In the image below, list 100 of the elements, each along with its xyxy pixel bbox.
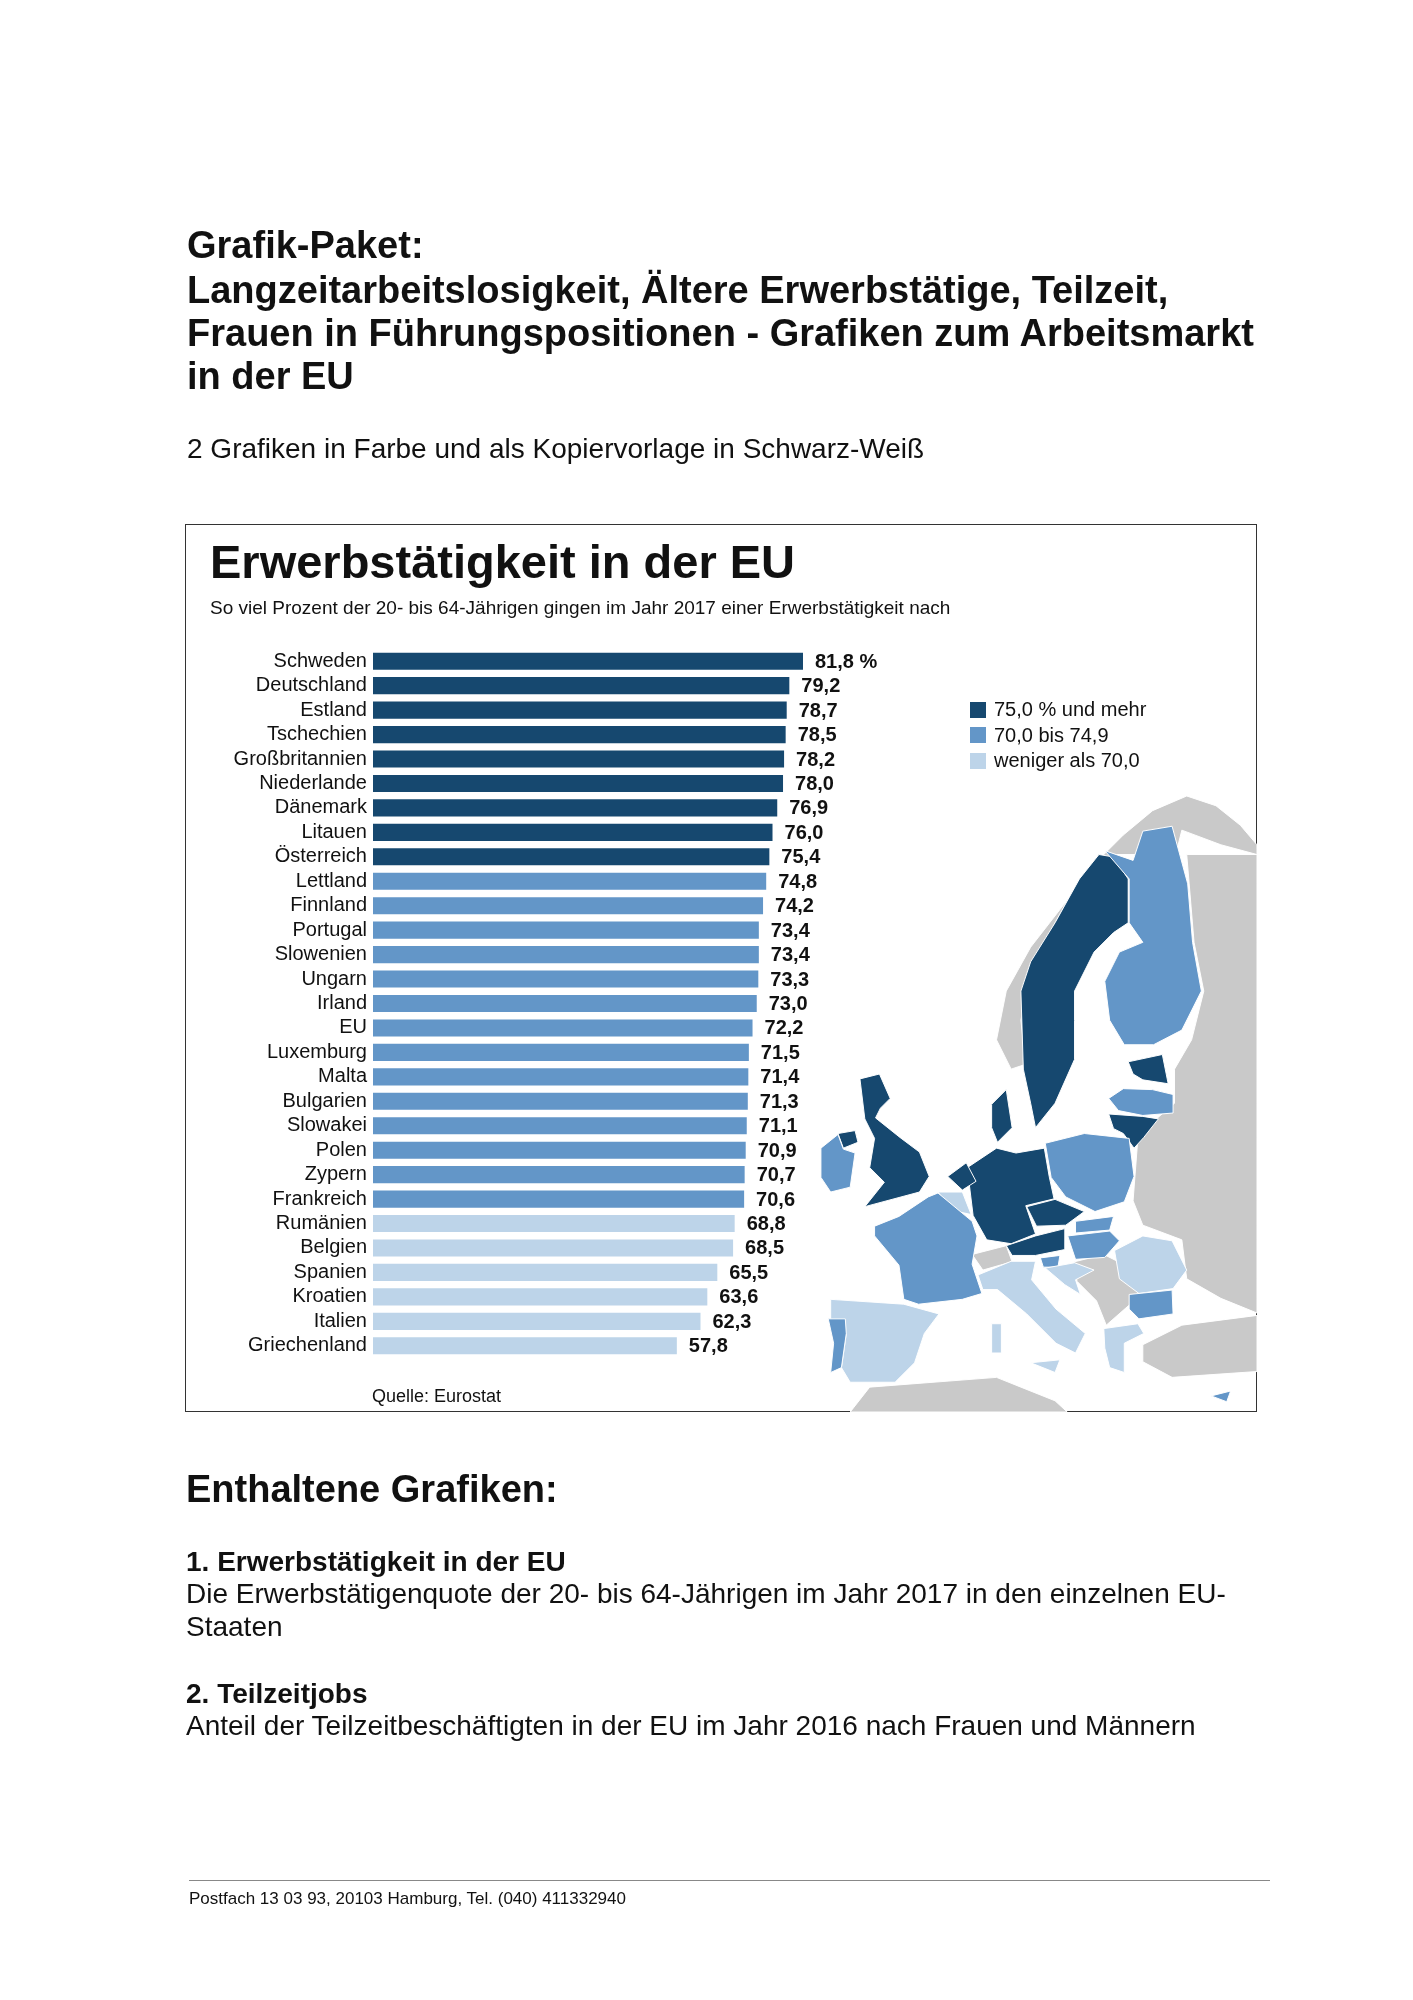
y-tick-label: EU	[339, 1015, 367, 1038]
text: 1. Erwerbstätigkeit in der EU	[186, 1545, 567, 1578]
y-tick-label: Belgien	[300, 1235, 367, 1258]
bar	[373, 1190, 745, 1208]
y-tick-label: Ungarn	[301, 966, 367, 989]
data-label: 78,5	[797, 723, 837, 746]
source-note: Quelle: Eurostat	[372, 1386, 503, 1406]
bar	[373, 799, 778, 817]
bar	[373, 1141, 746, 1159]
bar	[373, 1337, 677, 1355]
bar	[373, 1214, 735, 1233]
data-label: 63,6	[719, 1285, 759, 1308]
legend-label: weniger als 70,0	[994, 749, 1140, 773]
y-tick-label: Rumänien	[275, 1211, 367, 1234]
bar	[373, 1263, 718, 1281]
data-label: 57,8	[688, 1334, 728, 1357]
bar	[373, 1312, 701, 1330]
data-label: 72,2	[764, 1016, 804, 1039]
data-label: 73,3	[770, 967, 810, 990]
bar	[373, 701, 787, 719]
y-tick-label: Griechenland	[248, 1333, 367, 1356]
data-label: 71,1	[758, 1114, 798, 1137]
chart-title: Erwerbstätigkeit in der EU	[210, 535, 796, 589]
chart-subtitle: So viel Prozent der 20- bis 64-Jährigen gingen im Jahr 2017 einer Erwerbstätigkeit nach	[210, 597, 951, 619]
y-tick-label: Italien	[313, 1308, 367, 1331]
y-tick-label: Litauen	[301, 819, 367, 842]
text: Postfach 13 03 93, 20103 Hamburg, Tel. (040) 411332940	[189, 1889, 627, 1909]
bar	[373, 774, 784, 793]
text: Anteil der Teilzeitbeschäftigten in der EU im Jahr 2016 nach Frauen und Männern	[186, 1709, 1197, 1742]
bar	[373, 872, 767, 890]
text: Langzeitarbeitslosigkeit, Ältere Erwerbstätige, Teilzeit, Frauen in Führungspositionen - Grafiken zum Arbeitsmarkt in der EU	[187, 269, 1255, 398]
data-label: 71,3	[759, 1089, 799, 1112]
legend-label: 75,0 % und mehr	[994, 698, 1147, 722]
text: Enthaltene Grafiken:	[186, 1468, 559, 1511]
bar	[373, 994, 757, 1013]
bar	[373, 897, 764, 915]
data-label: 73,4	[770, 918, 811, 941]
bar	[373, 823, 773, 841]
data-label: 62,3	[712, 1309, 752, 1332]
y-tick-label: Slowenien	[274, 942, 367, 965]
bar	[373, 946, 759, 964]
legend-label: 70,0 bis 74,9	[994, 723, 1109, 747]
data-label: 78,0	[795, 771, 834, 794]
data-label: 73,4	[770, 943, 811, 966]
y-tick-label: Spanien	[293, 1259, 367, 1282]
y-tick-label: Portugal	[292, 917, 367, 940]
bar	[373, 1092, 748, 1110]
y-tick-label: Lettland	[295, 868, 367, 891]
y-tick-label: Luxemburg	[266, 1039, 367, 1062]
y-tick-label: Slowakei	[286, 1113, 367, 1136]
y-tick-label: Bulgarien	[282, 1088, 367, 1111]
bar	[373, 750, 785, 768]
data-label: 76,9	[789, 796, 829, 819]
data-label: 78,7	[798, 698, 838, 721]
text: Grafik-Paket:	[187, 224, 425, 267]
y-tick-label: Malta	[318, 1064, 368, 1087]
y-tick-label: Polen	[315, 1137, 367, 1160]
bar	[373, 921, 759, 939]
y-tick-label: Schweden	[273, 648, 367, 671]
bar	[373, 1239, 734, 1257]
bar	[373, 677, 790, 695]
bar	[373, 1043, 749, 1061]
bar	[373, 1068, 749, 1086]
data-label: 76,0	[784, 820, 824, 843]
y-tick-label: Finnland	[290, 893, 367, 916]
data-label: 75,4	[781, 845, 822, 868]
text: 2 Grafiken in Farbe und als Kopiervorlage in Schwarz-Weiß	[187, 432, 926, 465]
bar	[373, 1166, 745, 1184]
y-tick-label: Tschechien	[266, 722, 367, 745]
bar	[373, 970, 759, 988]
bar	[373, 726, 786, 744]
y-tick-label: Zypern	[304, 1162, 367, 1185]
data-label: 68,5	[745, 1236, 785, 1259]
y-tick-label: Großbritannien	[233, 746, 367, 769]
data-label: 70,9	[757, 1138, 797, 1161]
y-tick-label: Kroatien	[292, 1284, 367, 1307]
y-tick-label: Irland	[316, 991, 367, 1014]
bar	[373, 652, 803, 670]
y-tick-label: Estland	[300, 697, 367, 720]
bar	[373, 1117, 747, 1135]
data-label: 65,5	[729, 1260, 769, 1283]
bar	[373, 1288, 708, 1306]
data-label: 71,5	[760, 1040, 800, 1063]
y-tick-label: Dänemark	[274, 795, 368, 818]
y-tick-label: Österreich	[274, 844, 367, 867]
y-tick-label: Deutschland	[255, 673, 367, 696]
data-label: 78,2	[796, 747, 836, 770]
text: Die Erwerbstätigenquote der 20- bis 64-Jährigen im Jahr 2017 in den einzelnen EU-Staaten	[186, 1577, 1227, 1643]
data-label: 70,7	[756, 1163, 796, 1186]
bar	[373, 848, 770, 866]
data-label: 79,2	[801, 674, 841, 697]
data-label: 74,2	[775, 894, 814, 917]
y-tick-label: Frankreich	[272, 1186, 367, 1209]
bar	[373, 1019, 753, 1037]
text: 2. Teilzeitjobs	[186, 1677, 369, 1710]
data-label: 68,8	[746, 1212, 786, 1235]
data-label: 70,6	[756, 1187, 796, 1210]
data-label: 71,4	[760, 1065, 801, 1088]
data-label: 73,0	[768, 992, 808, 1015]
data-label: 81,8 %	[815, 649, 878, 672]
